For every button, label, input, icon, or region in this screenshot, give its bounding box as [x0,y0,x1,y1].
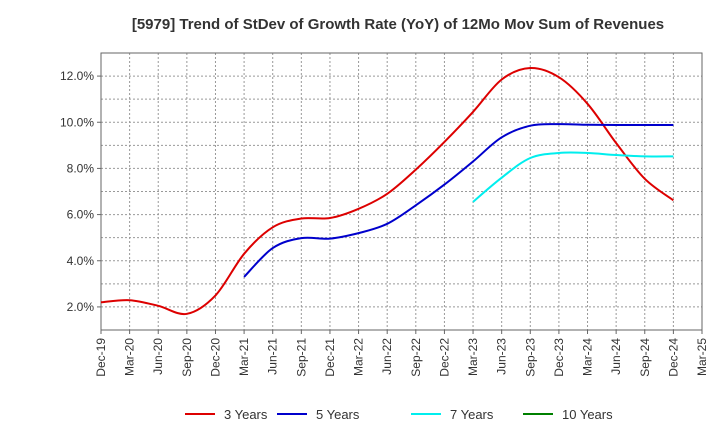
legend-label: 10 Years [562,407,613,422]
y-axis: 2.0% 4.0% 6.0% 8.0% 10.0% 12.0% [60,69,101,314]
series-line-3-years [100,66,674,316]
x-tick-label: Mar-24 [581,338,595,376]
chart-title: [5979] Trend of StDev of Growth Rate (Yo… [132,16,664,33]
y-tick-label: 10.0% [60,115,94,129]
y-tick-label: 2.0% [67,300,95,314]
x-tick-label: Jun-24 [609,338,623,375]
x-tick-label: Sep-22 [409,338,423,377]
legend-item-3-years: 3 Years [185,407,268,422]
series-line-7-years [472,151,674,203]
x-axis: Dec-19 Mar-20 Jun-20 Sep-20 Dec-20 Mar-21 Jun-… [94,330,709,377]
x-tick-label: Jun-21 [266,338,280,375]
y-tick-label: 8.0% [67,161,95,175]
legend-label: 5 Years [316,407,360,422]
grid [101,53,702,331]
y-tick-label: 6.0% [67,208,95,222]
x-tick-label: Sep-20 [180,338,194,377]
x-tick-label: Dec-21 [323,338,337,377]
x-tick-label: Mar-22 [352,338,366,376]
legend-item-5-years: 5 Years [277,407,360,422]
y-tick-label: 4.0% [67,254,95,268]
y-tick-label: 12.0% [60,69,94,83]
x-tick-label: Mar-20 [123,338,137,376]
x-tick-label: Jun-20 [151,338,165,375]
x-tick-label: Jun-22 [380,338,394,375]
legend-label: 7 Years [450,407,494,422]
x-tick-label: Dec-24 [666,338,680,377]
x-tick-label: Mar-23 [466,338,480,376]
x-tick-label: Dec-19 [94,338,108,377]
x-tick-label: Dec-22 [437,338,451,377]
legend-label: 3 Years [224,407,268,422]
x-tick-label: Jun-23 [495,338,509,375]
x-tick-label: Dec-20 [208,338,222,377]
x-tick-label: Mar-21 [237,338,251,376]
x-tick-label: Mar-25 [695,338,709,376]
x-tick-label: Sep-23 [523,338,537,377]
x-tick-label: Dec-23 [552,338,566,377]
x-tick-label: Sep-21 [294,338,308,377]
legend-item-10-years: 10 Years [523,407,613,422]
legend-item-7-years: 7 Years [411,407,494,422]
legend: 3 Years 5 Years 7 Years 10 Years [185,407,613,422]
plot-area [100,52,703,331]
series-line-5-years [243,123,674,278]
x-tick-label: Sep-24 [638,338,652,377]
series-lines [100,66,674,316]
